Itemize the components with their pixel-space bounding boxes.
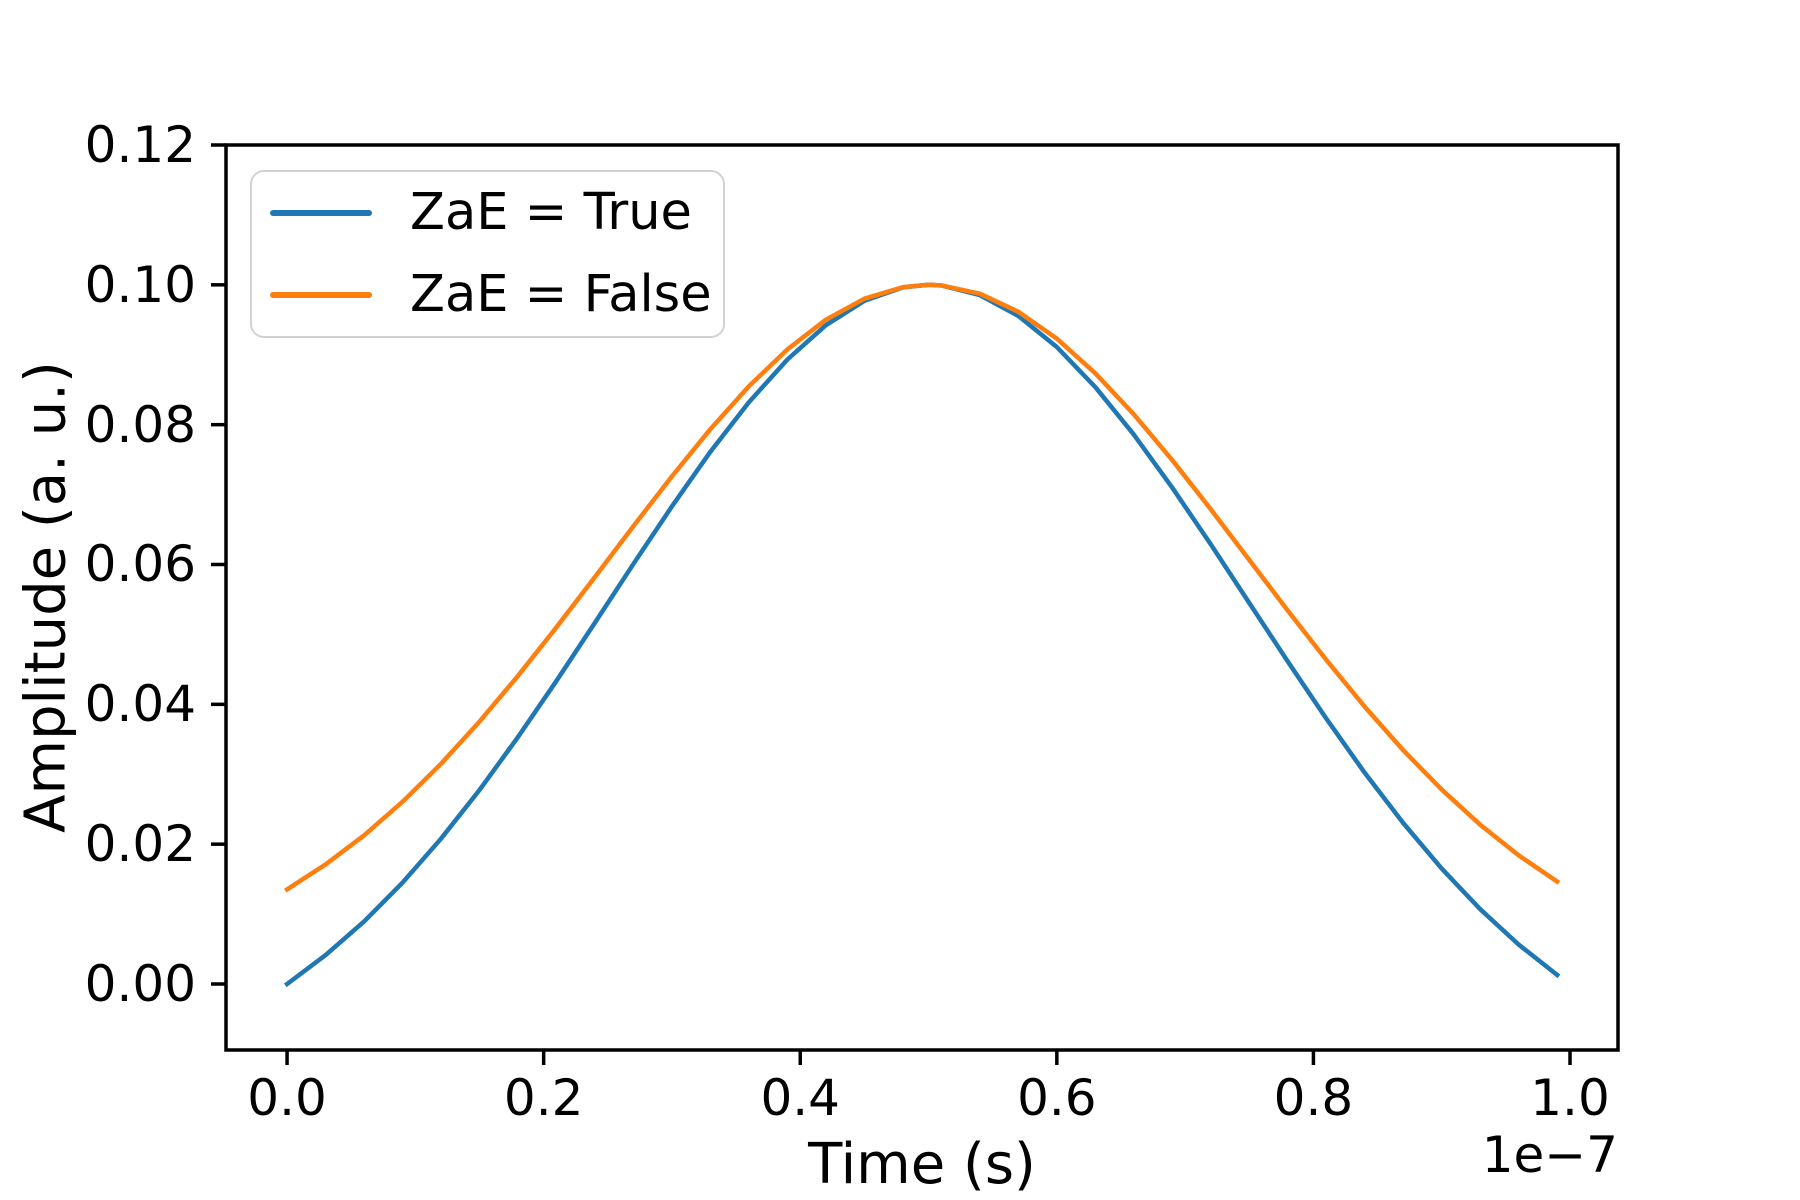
legend-line-swatch-blue <box>270 210 372 216</box>
legend-label: ZaE = False <box>410 265 712 324</box>
x-tick-label: 0.0 <box>247 1069 327 1127</box>
legend-line-swatch-orange <box>270 292 372 298</box>
x-axis-label: Time (s) <box>808 1132 1036 1197</box>
series-line-zae-false <box>283 282 1561 893</box>
y-tick-label: 0.08 <box>84 395 196 454</box>
x-tick-label: 0.8 <box>1273 1069 1354 1127</box>
y-tick-label: 0.12 <box>84 116 196 174</box>
legend-entry-zae-true: ZaE = True <box>270 177 709 249</box>
y-tick-label: 0.00 <box>84 954 196 1013</box>
y-axis-label: Amplitude (a. u.) <box>13 361 79 833</box>
x-axis-offset-text: 1e−7 <box>1481 1126 1618 1184</box>
legend-label: ZaE = True <box>410 183 692 242</box>
axes-frame <box>224 143 1620 1052</box>
y-tick-label: 0.10 <box>84 255 196 314</box>
x-tick-label: 0.2 <box>503 1069 584 1127</box>
x-tick-label: 0.6 <box>1017 1069 1097 1127</box>
x-tick-label: 1.0 <box>1530 1069 1610 1127</box>
y-tick-label: 0.06 <box>84 535 196 594</box>
legend-entry-zae-false: ZaE = False <box>270 259 712 331</box>
legend: ZaE = True ZaE = False <box>250 170 725 338</box>
y-tick-label: 0.04 <box>84 675 196 734</box>
x-tick-label: 0.4 <box>760 1069 840 1127</box>
y-tick-label: 0.02 <box>84 815 196 874</box>
series-line-zae-true <box>283 282 1561 988</box>
